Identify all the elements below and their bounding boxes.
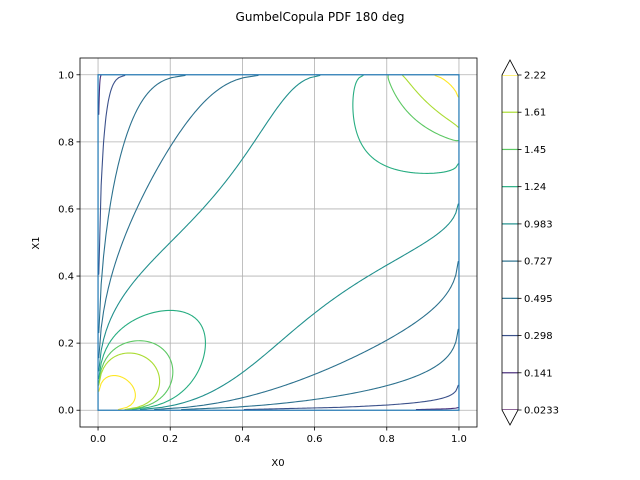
contour-line bbox=[98, 74, 459, 411]
y-tick-label: 0.0 bbox=[58, 406, 74, 417]
colorbar-tick-label: 0.983 bbox=[524, 219, 553, 230]
y-tick-label: 1.0 bbox=[58, 70, 74, 81]
colorbar-band bbox=[502, 75, 518, 113]
colorbar-extend-bottom bbox=[502, 410, 518, 425]
x-tick-label: 0.0 bbox=[90, 434, 106, 445]
colorbar-tick-label: 0.727 bbox=[524, 257, 553, 268]
colorbar-ticks: 0.0233 0.141 0.298 0.495 0.727 0.983 1.24 1.45 1… bbox=[518, 71, 559, 417]
x-axis-label: X0 bbox=[271, 458, 284, 469]
support-box bbox=[97, 74, 460, 411]
x-tick-label: 1.0 bbox=[451, 434, 467, 445]
colorbar-tick-label: 2.22 bbox=[524, 71, 546, 82]
colorbar-tick-label: 0.0233 bbox=[524, 406, 559, 417]
y-axis-ticks: 0.0 0.2 0.4 0.6 0.8 1.0 bbox=[58, 70, 80, 417]
contour-line bbox=[98, 74, 459, 411]
colorbar-tick-label: 0.298 bbox=[524, 331, 553, 342]
x-tick-label: 0.2 bbox=[162, 434, 178, 445]
colorbar-tick-label: 1.24 bbox=[524, 182, 546, 193]
plot-area bbox=[79, 57, 478, 428]
colorbar-tick-label: 1.45 bbox=[524, 145, 546, 156]
chart-title: GumbelCopula PDF 180 deg bbox=[236, 10, 405, 24]
colorbar: 0.0233 0.141 0.298 0.495 0.727 0.983 1.24 1.45 1… bbox=[501, 59, 559, 426]
axes-frame bbox=[79, 57, 478, 428]
colorbar-tick-label: 0.495 bbox=[524, 294, 553, 305]
contour-line bbox=[98, 74, 459, 411]
contour-lines bbox=[98, 74, 459, 411]
y-tick-label: 0.6 bbox=[58, 204, 74, 215]
contour-line bbox=[98, 74, 459, 411]
colorbar-band bbox=[502, 186, 518, 225]
contour-line bbox=[98, 74, 459, 411]
x-axis-ticks: 0.0 0.2 0.4 0.6 0.8 1.0 bbox=[90, 427, 467, 445]
colorbar-extend-top bbox=[502, 60, 518, 75]
x-tick-label: 0.8 bbox=[379, 434, 395, 445]
contour-line bbox=[98, 74, 459, 411]
x-tick-label: 0.6 bbox=[307, 434, 323, 445]
colorbar-tick-label: 1.61 bbox=[524, 108, 546, 119]
grid bbox=[80, 58, 477, 427]
colorbar-band bbox=[502, 112, 518, 150]
colorbar-band bbox=[502, 223, 518, 262]
colorbar-bands bbox=[502, 60, 518, 425]
y-tick-label: 0.4 bbox=[58, 272, 74, 283]
colorbar-band bbox=[502, 298, 518, 337]
colorbar-band bbox=[502, 335, 518, 374]
contour-line bbox=[98, 74, 459, 411]
contour-line bbox=[98, 74, 459, 411]
contour-line bbox=[98, 74, 459, 411]
colorbar-band bbox=[502, 372, 518, 411]
y-tick-label: 0.8 bbox=[58, 137, 74, 148]
y-axis-label: X1 bbox=[31, 236, 42, 249]
colorbar-band bbox=[502, 149, 518, 188]
colorbar-tick-label: 0.141 bbox=[524, 368, 553, 379]
colorbar-band bbox=[502, 261, 518, 299]
y-tick-label: 0.2 bbox=[58, 339, 74, 350]
x-tick-label: 0.4 bbox=[234, 434, 250, 445]
